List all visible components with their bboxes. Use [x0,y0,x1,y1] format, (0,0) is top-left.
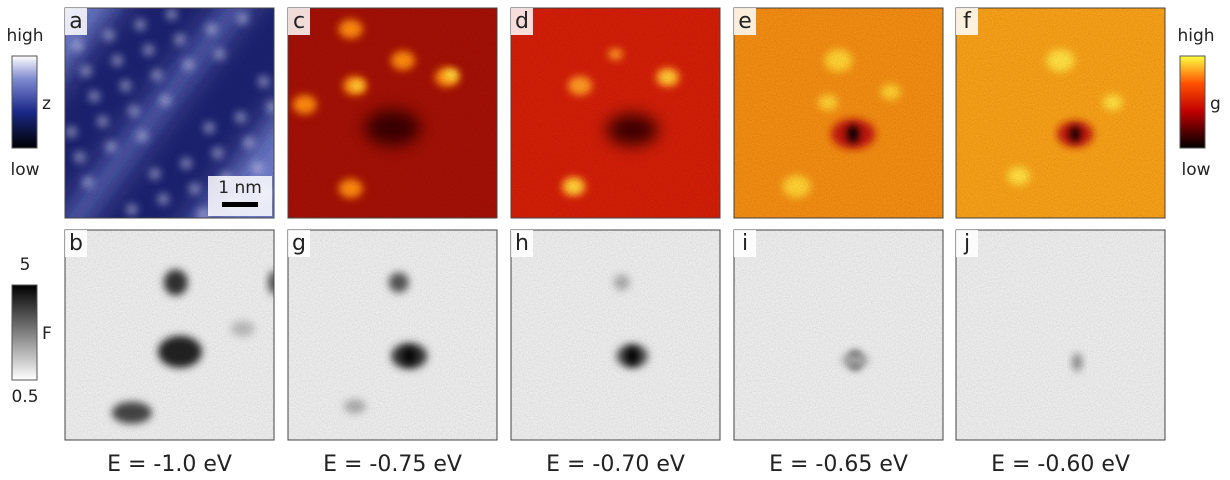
colorbar-g: high low g [1177,26,1220,180]
panel-label: i [742,231,748,256]
image [511,8,720,218]
label-box [511,230,533,257]
label-box [734,230,756,257]
colorbar-high: high [6,26,43,46]
colorbar-low: low [10,160,39,180]
label-box [734,8,756,35]
image [511,230,720,440]
noise [65,230,274,440]
noise [734,230,943,440]
noise [511,230,720,440]
energy-label: E = -0.65 eV [769,452,908,477]
colorbar-label: z [42,94,51,114]
panel-label: h [515,231,529,256]
colorbar-f: 5 0.5 F [11,255,51,407]
colorbar-label: F [42,324,52,344]
panel-border [510,7,721,219]
panel-border [510,229,721,441]
image [65,230,274,440]
noise [511,8,720,218]
panel-label: d [515,9,529,34]
panel-label: c [293,9,305,34]
energy-label: E = -1.0 eV [107,452,232,477]
image-panel [288,8,497,218]
image [65,8,274,218]
panel-border [733,7,944,219]
panel-border [287,229,498,441]
scale-bar [222,202,258,207]
image-panel [288,230,497,440]
image-panel [956,8,1165,218]
panel-border [733,229,944,441]
label-box [956,8,978,35]
noise [288,8,497,218]
colorbar-z: high low z [6,26,51,180]
colorbar-high: high [1177,26,1214,46]
image-panel [956,230,1165,440]
colorbar [11,55,38,149]
energy-label: E = -0.60 eV [991,452,1130,477]
image-panel [734,8,943,218]
panel-label: e [738,9,752,34]
image [956,8,1165,218]
panel-border [955,229,1166,441]
label-box [956,230,978,257]
image-panel [65,230,274,440]
panel-label: g [292,231,306,256]
image [288,230,497,440]
label-box [65,230,87,257]
panel-border [64,229,275,441]
noise [734,8,943,218]
image-panel [65,8,274,218]
colorbar-low: 0.5 [11,387,38,407]
image [288,8,497,218]
energy-label: E = -0.75 eV [323,452,462,477]
image [734,8,943,218]
colorbar-label: g [1210,94,1221,114]
image-panel [511,8,720,218]
colorbar-high: 5 [20,255,31,275]
label-box [65,8,87,35]
panel-border [287,7,498,219]
panel-label: a [69,9,82,34]
label-box [288,8,310,35]
image [734,230,943,440]
panel-label: b [69,231,83,256]
noise [956,8,1165,218]
colorbar [11,284,38,381]
label-box [288,230,310,257]
panel-border [64,7,275,219]
noise [956,230,1165,440]
scale-box [208,176,272,216]
noise [288,230,497,440]
panel-label: f [963,9,972,34]
scale-bar-label: 1 nm [218,178,262,198]
label-box [511,8,533,35]
energy-label: E = -0.70 eV [546,452,685,477]
panel-border [955,7,1166,219]
image-panel [734,230,943,440]
colorbar-low: low [1181,160,1210,180]
panel-label: j [963,231,970,256]
image [956,230,1165,440]
colorbar [1179,55,1206,149]
image-panel [511,230,720,440]
